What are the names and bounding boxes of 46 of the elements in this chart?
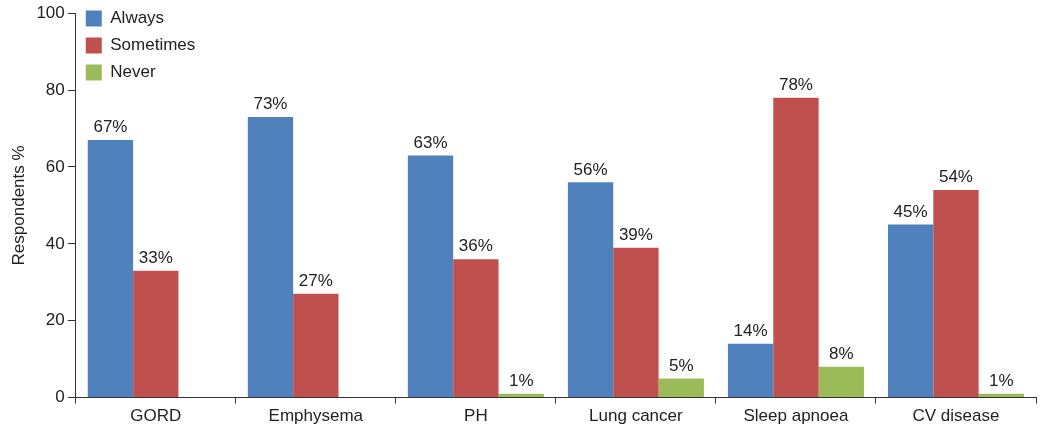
legend-label: Sometimes (110, 35, 196, 55)
data-label: 78% (778, 74, 813, 94)
legend-label: Never (110, 62, 156, 82)
data-label: 54% (938, 167, 973, 187)
bar (818, 366, 864, 398)
bar (453, 259, 499, 398)
data-label: 63% (413, 132, 448, 152)
data-label: 39% (618, 224, 653, 244)
y-axis-title: Respondents % (8, 145, 28, 266)
bar (567, 182, 614, 398)
y-tick-label: 60 (45, 156, 65, 176)
bar (773, 97, 819, 398)
x-tick-label: Lung cancer (589, 406, 684, 426)
bar (247, 116, 294, 398)
bar (407, 155, 454, 398)
data-label: 73% (253, 94, 288, 114)
data-label: 36% (458, 236, 493, 256)
legend-label: Always (110, 8, 165, 28)
data-label: 8% (829, 344, 854, 364)
data-label: 1% (508, 370, 534, 390)
bar (87, 140, 134, 398)
bar (887, 224, 934, 398)
bar (933, 190, 979, 398)
y-tick-label: 20 (45, 310, 65, 330)
bar (133, 270, 179, 398)
bar (613, 247, 659, 398)
bar (658, 378, 704, 398)
data-label: 1% (989, 370, 1014, 390)
x-tick-label: GORD (130, 406, 182, 426)
bar (727, 343, 774, 398)
x-tick-label: Emphysema (268, 406, 364, 426)
data-label: 33% (138, 247, 173, 267)
data-label: 45% (893, 201, 928, 221)
bar (293, 293, 339, 398)
x-tick-label: CV disease (912, 406, 1000, 426)
data-label: 67% (93, 117, 128, 137)
data-label: 56% (573, 159, 608, 179)
y-tick-label: 0 (55, 387, 65, 407)
x-tick-label: PH (464, 406, 488, 426)
data-label: 27% (298, 271, 333, 290)
data-label: 14% (733, 320, 768, 340)
y-tick-label: 80 (45, 79, 65, 99)
y-tick-label: 40 (45, 233, 65, 253)
x-tick-label: Sleep apnoea (743, 406, 849, 426)
y-tick-label: 100 (36, 2, 65, 22)
data-label: 5% (668, 355, 694, 375)
